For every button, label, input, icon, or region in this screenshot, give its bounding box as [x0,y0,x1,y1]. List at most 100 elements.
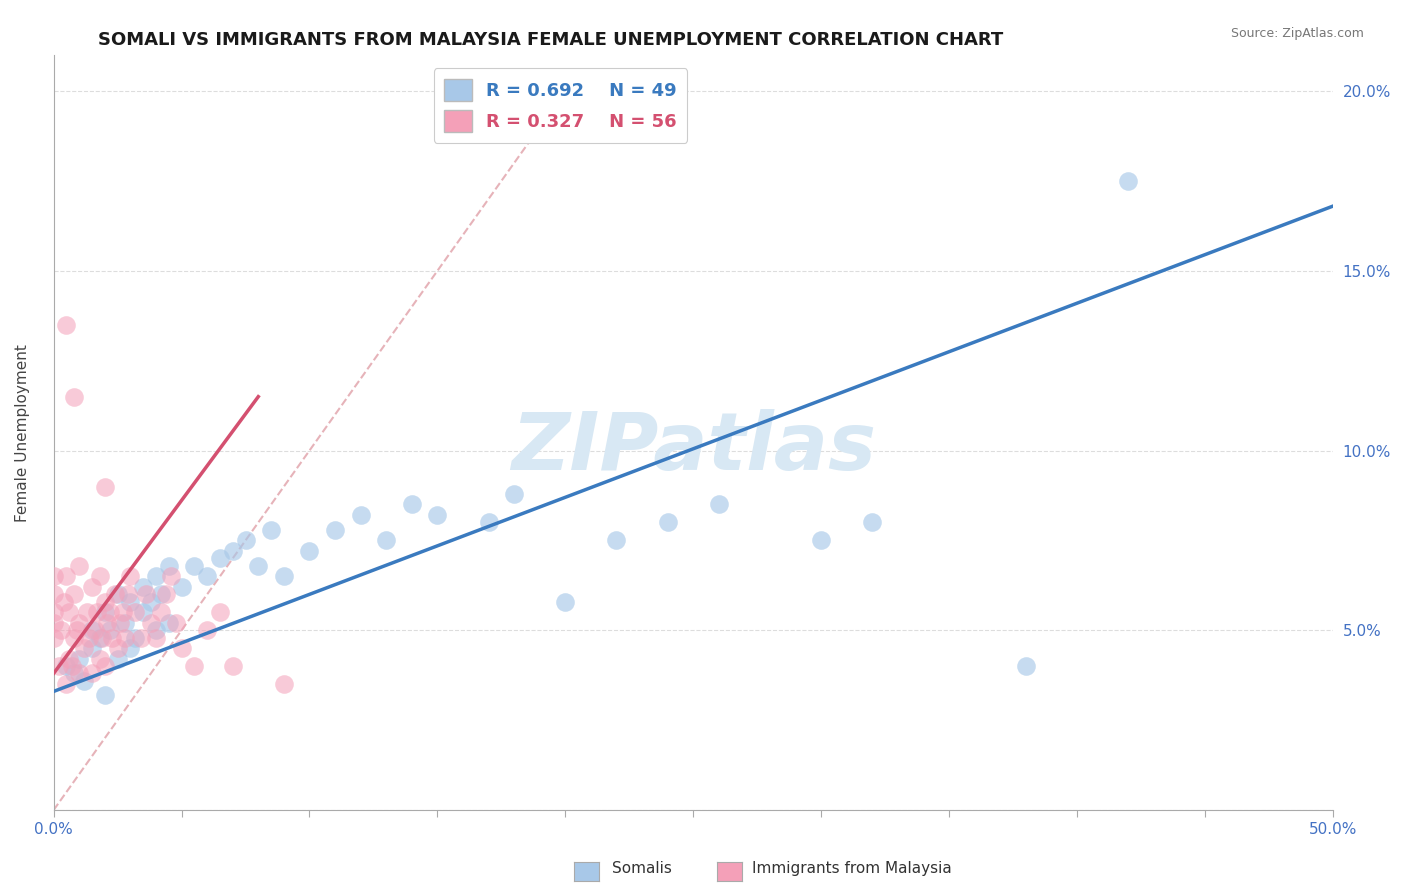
Point [120,569,142,583]
Point [150,587,173,601]
Point [124,631,146,645]
Point [63,390,86,404]
Point [657,516,679,530]
Point [73,641,96,656]
Point [117,587,139,601]
Point [208,551,231,566]
Point [554,594,576,608]
Point [55,318,77,332]
Point [810,533,832,548]
Point [42,605,65,619]
Point [107,587,129,601]
Point [155,587,177,601]
Point [98,605,121,619]
Point [1116,174,1139,188]
Point [298,544,321,558]
Point [107,652,129,666]
Text: Immigrants from Malaysia: Immigrants from Malaysia [752,861,952,876]
Point [94,688,117,702]
Point [48,659,70,673]
Text: SOMALI VS IMMIGRANTS FROM MALAYSIA FEMALE UNEMPLOYMENT CORRELATION CHART: SOMALI VS IMMIGRANTS FROM MALAYSIA FEMAL… [98,31,1004,49]
Point [86,605,108,619]
Point [107,641,129,656]
Point [80,624,103,638]
Point [195,624,218,638]
Point [1015,659,1038,673]
Point [79,631,101,645]
Point [42,631,65,645]
Point [150,605,173,619]
Point [67,558,90,573]
Point [135,587,157,601]
Point [323,523,346,537]
Point [94,659,117,673]
Legend: R = 0.692    N = 49, R = 0.327    N = 56: R = 0.692 N = 49, R = 0.327 N = 56 [433,68,688,143]
Point [273,677,295,691]
Point [89,631,111,645]
Point [183,659,205,673]
Point [145,569,167,583]
Point [145,631,167,645]
Point [96,616,118,631]
Point [42,616,65,631]
Point [160,569,183,583]
Point [80,580,103,594]
Point [401,498,423,512]
Point [98,624,121,638]
Point [60,659,83,673]
Point [42,569,65,583]
Point [132,605,155,619]
Point [139,616,162,631]
Point [76,605,98,619]
Point [80,641,103,656]
Point [124,605,146,619]
Point [139,594,162,608]
Point [114,631,136,645]
Point [183,558,205,573]
Point [83,624,105,638]
Point [104,587,127,601]
Point [63,666,86,681]
Point [208,605,231,619]
Point [165,616,187,631]
Point [94,479,117,493]
Text: ZIPatlas: ZIPatlas [510,409,876,487]
Point [111,605,134,619]
Point [91,631,114,645]
Point [66,624,89,638]
Point [73,673,96,688]
Point [89,652,111,666]
Point [67,666,90,681]
Point [63,587,86,601]
Point [51,624,73,638]
Point [235,533,257,548]
Point [426,508,449,523]
Point [157,616,180,631]
Point [63,631,86,645]
Point [145,624,167,638]
Point [129,631,152,645]
Point [375,533,398,548]
Point [89,569,111,583]
Point [94,605,117,619]
Point [52,594,75,608]
Point [80,666,103,681]
Point [114,616,136,631]
Point [350,508,373,523]
Point [860,516,883,530]
Point [477,516,499,530]
Point [55,659,77,673]
Point [120,594,142,608]
Text: Somalis: Somalis [612,861,672,876]
Point [260,523,283,537]
Point [58,652,80,666]
Point [170,580,193,594]
Point [55,569,77,583]
Point [222,544,245,558]
Point [67,616,90,631]
Y-axis label: Female Unemployment: Female Unemployment [15,343,30,522]
Point [132,580,155,594]
Point [101,631,124,645]
Point [605,533,627,548]
Point [42,587,65,601]
